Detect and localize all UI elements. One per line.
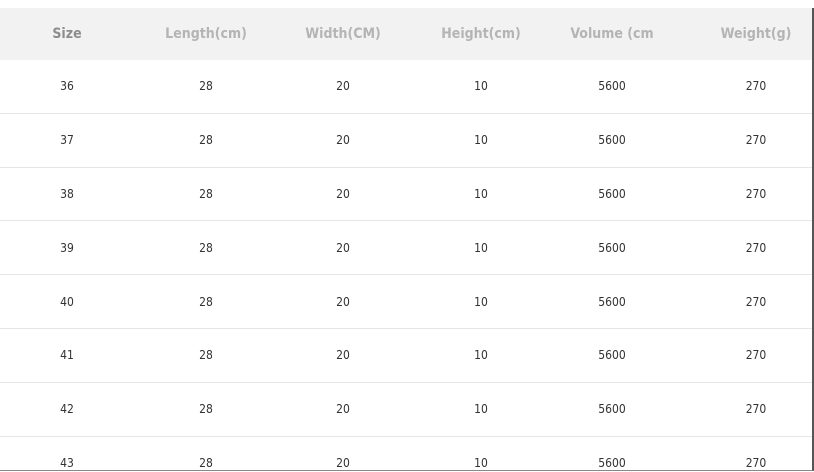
- table-cell: 5600: [598, 348, 626, 363]
- table-cell: 43: [60, 455, 74, 470]
- table-cell: 10: [474, 240, 488, 255]
- column-header: Weight(g): [720, 26, 792, 42]
- table-cell: 37: [60, 133, 74, 148]
- table-row: 37 28 20 10 5600 270: [0, 114, 812, 168]
- table-cell: 39: [60, 240, 74, 255]
- table-cell: 10: [474, 186, 488, 201]
- table-row: 36 28 20 10 5600 270: [0, 60, 812, 114]
- table-cell: 28: [199, 348, 213, 363]
- table-row: 41 28 20 10 5600 270: [0, 329, 812, 383]
- size-table: Size Length(cm) Width(CM) Height(cm) Volume …: [0, 8, 814, 471]
- table-cell: 270: [745, 348, 767, 363]
- column-header: Length(cm): [165, 26, 247, 42]
- table-cell: 20: [336, 79, 350, 94]
- table-row: 42 28 20 10 5600 270: [0, 383, 812, 437]
- table-cell: 28: [199, 79, 213, 94]
- table-cell: 20: [336, 455, 350, 470]
- table-cell: 10: [474, 348, 488, 363]
- table-cell: 10: [474, 133, 488, 148]
- column-header: Size: [52, 26, 82, 42]
- table-cell: 5600: [598, 402, 626, 417]
- table-cell: 10: [474, 402, 488, 417]
- table-row: 40 28 20 10 5600 270: [0, 275, 812, 329]
- table-cell: 5600: [598, 186, 626, 201]
- table-cell: 36: [60, 79, 74, 94]
- table-row: 43 28 20 10 5600 270: [0, 437, 812, 470]
- table-row: 38 28 20 10 5600 270: [0, 168, 812, 222]
- table-cell: 28: [199, 402, 213, 417]
- table-cell: 28: [199, 133, 213, 148]
- table-cell: 38: [60, 186, 74, 201]
- column-header: Volume (cm: [570, 26, 654, 42]
- table-header-row: Size Length(cm) Width(CM) Height(cm) Volume …: [0, 8, 812, 60]
- table-cell: 270: [745, 455, 767, 470]
- table-cell: 40: [60, 294, 74, 309]
- table-cell: 270: [745, 402, 767, 417]
- table-cell: 20: [336, 186, 350, 201]
- table-cell: 5600: [598, 133, 626, 148]
- table-cell: 270: [745, 186, 767, 201]
- table-cell: 5600: [598, 294, 626, 309]
- table-cell: 28: [199, 186, 213, 201]
- table-cell: 10: [474, 455, 488, 470]
- table-cell: 270: [745, 240, 767, 255]
- table-cell: 20: [336, 133, 350, 148]
- table-cell: 270: [745, 79, 767, 94]
- table-cell: 28: [199, 240, 213, 255]
- table-cell: 41: [60, 348, 74, 363]
- column-header: Width(CM): [305, 26, 381, 42]
- column-header: Height(cm): [441, 26, 521, 42]
- table-cell: 28: [199, 455, 213, 470]
- table-cell: 10: [474, 79, 488, 94]
- table-cell: 42: [60, 402, 74, 417]
- table-cell: 5600: [598, 455, 626, 470]
- table-cell: 270: [745, 294, 767, 309]
- table-cell: 270: [745, 133, 767, 148]
- table-cell: 20: [336, 294, 350, 309]
- table-cell: 20: [336, 240, 350, 255]
- table-cell: 5600: [598, 240, 626, 255]
- table-cell: 20: [336, 348, 350, 363]
- table-cell: 28: [199, 294, 213, 309]
- table-cell: 5600: [598, 79, 626, 94]
- table-cell: 10: [474, 294, 488, 309]
- table-row: 39 28 20 10 5600 270: [0, 221, 812, 276]
- table-cell: 20: [336, 402, 350, 417]
